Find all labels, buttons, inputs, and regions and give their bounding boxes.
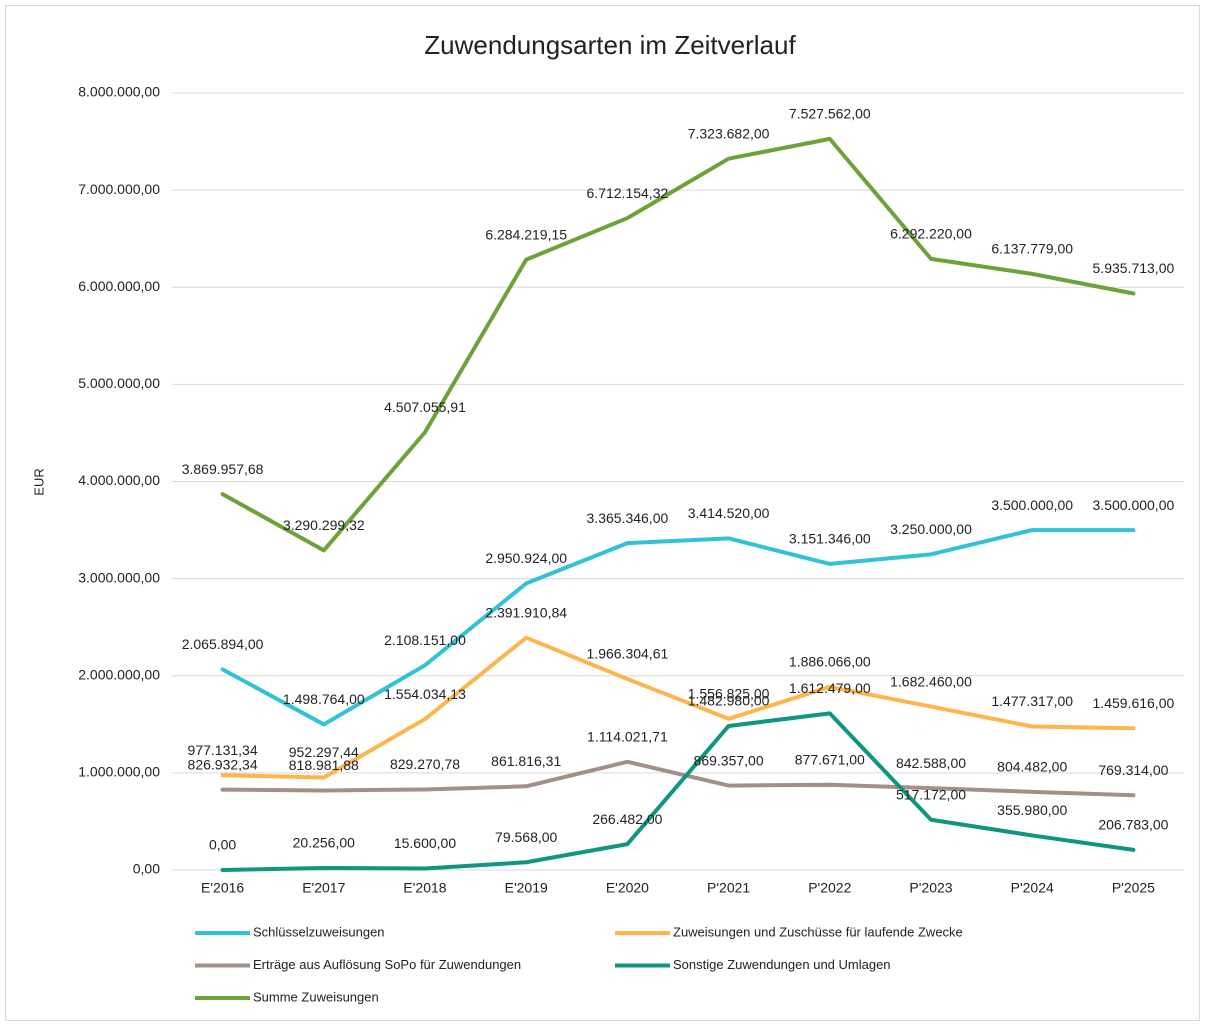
data-label: 3.500.000,00 [1093,497,1175,513]
data-label: 6.137.779,00 [991,241,1073,257]
data-label: 826.932,34 [188,756,258,772]
x-tick-label: E'2019 [505,880,548,896]
data-label: 3.290.299,32 [283,517,365,533]
y-tick-label: 3.000.000,00 [78,569,160,585]
x-tick-label: P'2025 [1112,880,1155,896]
data-label: 1.477.317,00 [991,693,1073,709]
data-label: 1.554.034,13 [384,686,466,702]
data-label: 79.568,00 [495,829,557,845]
series-line [220,759,1136,798]
data-label: 2.950.924,00 [485,550,567,566]
y-tick-label: 7.000.000,00 [78,181,160,197]
data-label: 4.507.055,91 [384,399,466,415]
data-label: 1.966.304,61 [587,646,669,662]
legend-label: Schlüsselzuweisungen [253,924,385,939]
y-tick-label: 4.000.000,00 [78,472,160,488]
x-tick-label: E'2016 [201,880,244,896]
data-label: 3.414.520,00 [688,505,770,521]
y-tick-label: 0,00 [133,861,160,877]
legend-label: Summe Zuweisungen [253,989,379,1004]
chart-border [5,5,1200,1021]
data-label: 3.250.000,00 [890,521,972,537]
legend-label: Zuweisungen und Zuschüsse für laufende Z… [673,924,963,939]
y-tick-label: 5.000.000,00 [78,375,160,391]
chart-title: Zuwendungsarten im Zeitverlauf [424,30,796,60]
data-label: 1.114.021,71 [587,729,668,745]
data-label: 355.980,00 [997,802,1067,818]
data-label: 1.682.460,00 [890,673,972,689]
y-tick-label: 1.000.000,00 [78,764,160,780]
data-label: 1.886.066,00 [789,654,871,670]
data-label: 869.357,00 [694,752,764,768]
data-label: 0,00 [209,837,236,853]
y-tick-label: 6.000.000,00 [78,278,160,294]
legend-label: Erträge aus Auflösung SoPo für Zuwendung… [253,957,521,972]
data-label: 3.500.000,00 [991,497,1073,513]
data-label: 6.284.219,15 [485,226,567,242]
data-label: 2.065.894,00 [182,636,264,652]
data-label: 3.869.957,68 [182,461,264,477]
data-label: 206.783,00 [1098,817,1168,833]
series-line [220,635,1136,780]
data-label: 769.314,00 [1098,762,1168,778]
data-label: 3.365.346,00 [587,510,669,526]
data-label: 1.556.825,00 [688,685,770,701]
y-tick-label: 8.000.000,00 [78,84,160,100]
data-label: 3.151.346,00 [789,531,871,547]
x-tick-label: P'2022 [808,880,851,896]
data-label: 977.131,34 [188,742,258,758]
x-tick-label: E'2018 [403,880,446,896]
data-label: 804.482,00 [997,759,1067,775]
data-label: 6.712.154,32 [587,185,669,201]
data-label: 6.292.220,00 [890,226,972,242]
x-tick-label: E'2020 [606,880,649,896]
data-label: 7.527.562,00 [789,106,871,122]
data-label: 1.482.980,00 [688,693,770,709]
data-label: 952.297,44 [289,744,359,760]
data-label: 5.935.713,00 [1093,260,1175,276]
data-label: 877.671,00 [795,751,865,767]
data-label: 517.172,00 [896,786,966,802]
series-line [220,136,1136,553]
data-label: 861.816,31 [491,753,561,769]
series-line [220,528,1136,727]
data-label: 15.600,00 [394,835,456,851]
x-tick-label: E'2017 [302,880,345,896]
data-label: 829.270,78 [390,756,460,772]
legend-label: Sonstige Zuwendungen und Umlagen [673,957,891,972]
data-label: 266.482,00 [592,811,662,827]
data-label: 842.588,00 [896,755,966,771]
data-label: 2.108.151,00 [384,632,466,648]
x-tick-label: P'2024 [1011,880,1054,896]
x-tick-label: P'2021 [707,880,750,896]
x-tick-label: P'2023 [909,880,952,896]
series-line [220,711,1136,872]
data-label: 1.459.616,00 [1093,695,1175,711]
data-label: 20.256,00 [293,835,355,851]
y-tick-label: 2.000.000,00 [78,666,160,682]
data-label: 1.612.479,00 [789,680,871,696]
data-label: 2.391.910,84 [485,604,567,620]
data-label: 1.498.764,00 [283,691,365,707]
y-axis-label: EUR [31,468,46,495]
data-label: 818.981,88 [289,757,359,773]
data-label: 7.323.682,00 [688,125,770,141]
